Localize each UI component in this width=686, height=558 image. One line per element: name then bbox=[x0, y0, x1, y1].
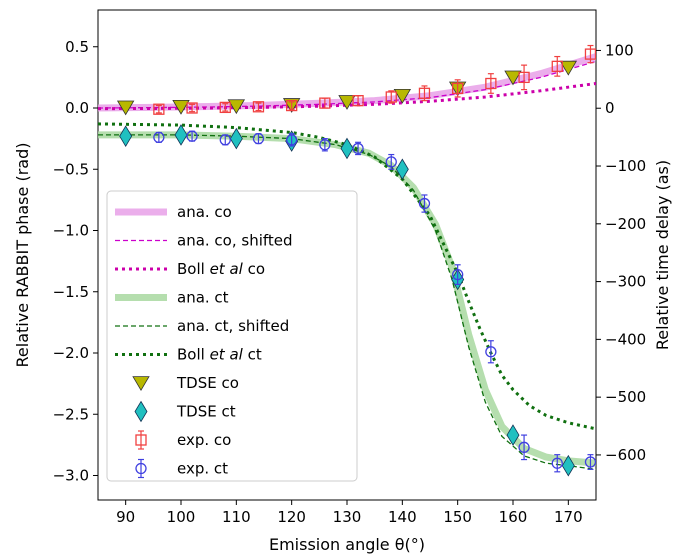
legend-label-part: et al bbox=[210, 346, 244, 364]
legend-label: TDSE co bbox=[176, 374, 239, 392]
data-point bbox=[418, 197, 431, 210]
legend-label: ana. co, shifted bbox=[177, 232, 293, 250]
data-point bbox=[559, 60, 578, 76]
data-point bbox=[452, 82, 464, 95]
y-tick-label: −1.5 bbox=[53, 283, 89, 301]
y-tick-label: −3.0 bbox=[53, 467, 89, 485]
x-tick-label: 110 bbox=[222, 508, 251, 526]
y-tick-label: −1.0 bbox=[53, 222, 89, 240]
legend-marker bbox=[132, 376, 150, 391]
data-point bbox=[319, 139, 331, 151]
data-point bbox=[319, 97, 331, 109]
data-point bbox=[452, 268, 464, 281]
data-point bbox=[551, 457, 563, 469]
legend-label-part: Boll bbox=[177, 346, 210, 364]
data-point bbox=[338, 95, 356, 110]
legend-label-part: ct bbox=[243, 346, 262, 364]
y-right-tick-label: −400 bbox=[605, 330, 646, 348]
x-tick-label: 150 bbox=[443, 508, 472, 526]
legend-box bbox=[106, 190, 358, 482]
x-tick-label: 170 bbox=[554, 508, 583, 526]
data-point bbox=[584, 48, 596, 60]
data-point bbox=[352, 95, 364, 107]
data-point bbox=[340, 137, 354, 160]
legend-marker bbox=[135, 462, 147, 475]
data-point bbox=[219, 101, 231, 114]
series-line-2 bbox=[98, 82, 596, 111]
data-point bbox=[395, 158, 409, 181]
data-point bbox=[504, 70, 522, 86]
data-point bbox=[174, 124, 188, 146]
data-point bbox=[252, 132, 265, 145]
y-tick-label: 0.0 bbox=[65, 99, 89, 117]
legend-label: ana. ct, shifted bbox=[177, 317, 289, 335]
legend-label-part: Boll bbox=[177, 260, 210, 278]
data-point bbox=[561, 454, 575, 477]
x-tick-label: 100 bbox=[167, 508, 196, 526]
data-point bbox=[393, 88, 412, 104]
legend-label: ana. co bbox=[177, 203, 232, 221]
data-point bbox=[286, 134, 298, 146]
y-right-tick-label: −600 bbox=[605, 446, 646, 464]
data-point bbox=[227, 99, 246, 115]
x-tick-label: 120 bbox=[277, 508, 306, 526]
y-right-axis-label: Relative time delay (as) bbox=[653, 160, 672, 350]
y-tick-label: 0.5 bbox=[65, 38, 89, 56]
legend-label-part: co bbox=[243, 260, 265, 278]
legend-label: exp. ct bbox=[177, 460, 228, 478]
legend-label: ana. ct bbox=[177, 289, 229, 307]
legend: ana. co ana. co, shifted Boll et al co ana.… bbox=[106, 190, 358, 482]
data-point bbox=[485, 77, 497, 90]
y-right-tick-label: −100 bbox=[605, 157, 646, 175]
data-point bbox=[506, 424, 520, 446]
y-right-tick-label: −200 bbox=[605, 215, 646, 233]
legend-marker bbox=[135, 434, 147, 446]
data-point bbox=[116, 100, 135, 116]
y-right-tick-label: 0 bbox=[605, 99, 615, 117]
data-point bbox=[385, 91, 397, 103]
legend-label: Boll et al ct bbox=[177, 346, 262, 364]
data-point bbox=[418, 87, 431, 99]
y-right-tick-label: 100 bbox=[605, 41, 634, 59]
y-tick-label: −2.0 bbox=[53, 344, 89, 362]
data-point bbox=[252, 101, 265, 113]
data-point bbox=[186, 102, 198, 114]
data-point bbox=[119, 125, 133, 147]
data-point bbox=[172, 99, 190, 115]
data-point bbox=[186, 130, 198, 142]
y-tick-label: −0.5 bbox=[53, 160, 89, 178]
data-point bbox=[153, 131, 165, 144]
data-point bbox=[219, 134, 231, 146]
x-tick-label: 140 bbox=[388, 508, 417, 526]
y-tick-label: −2.5 bbox=[53, 405, 89, 423]
x-axis-ticks: 90 100 110 120 130 140 150 160 170 bbox=[116, 500, 583, 526]
legend-label-part: et al bbox=[210, 260, 244, 278]
data-point bbox=[485, 346, 497, 358]
data-point bbox=[385, 156, 397, 168]
legend-label: Boll et al co bbox=[177, 260, 265, 278]
legend-label: TDSE ct bbox=[176, 403, 236, 421]
x-tick-label: 160 bbox=[499, 508, 528, 526]
y-right-tick-label: −300 bbox=[605, 273, 646, 291]
x-axis-label: Emission angle θ(°) bbox=[269, 535, 425, 554]
legend-marker bbox=[134, 400, 148, 423]
legend-label: exp. co bbox=[177, 431, 231, 449]
y-right-axis-ticks: 100 0 −100 −200 −300 −400 −500 −600 bbox=[596, 41, 646, 464]
y-right-tick-label: −500 bbox=[605, 388, 646, 406]
data-point bbox=[584, 456, 596, 468]
series-line-4 bbox=[98, 134, 596, 471]
y-axis-label: Relative RABBIT phase (rad) bbox=[13, 143, 32, 368]
data-point bbox=[229, 127, 243, 150]
data-point bbox=[551, 60, 563, 72]
series-layer bbox=[98, 44, 596, 477]
data-point bbox=[518, 441, 530, 453]
y-axis-ticks: −3.0 −2.5 −2.0 −1.5 −1.0 −0.5 0.0 0.5 bbox=[53, 38, 98, 485]
x-tick-label: 90 bbox=[116, 508, 135, 526]
data-point bbox=[153, 103, 165, 115]
data-point bbox=[352, 142, 364, 155]
data-point bbox=[518, 71, 530, 84]
x-tick-label: 130 bbox=[333, 508, 362, 526]
data-point bbox=[286, 99, 298, 112]
